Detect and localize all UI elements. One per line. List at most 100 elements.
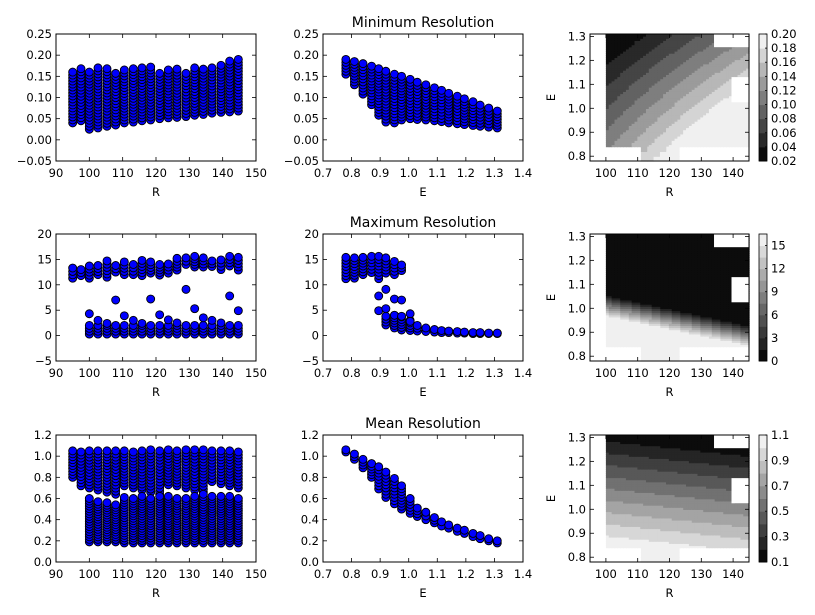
y-tick-label: 5 (45, 303, 52, 317)
data-point (341, 252, 351, 262)
data-point (128, 315, 138, 325)
x-axis-label: R (152, 385, 160, 399)
x-tick-label: 1.1 (428, 366, 446, 380)
data-point (84, 309, 94, 319)
data-point (190, 320, 200, 330)
data-point (381, 66, 391, 76)
data-point (172, 253, 182, 263)
data-point (76, 265, 86, 275)
data-point (137, 318, 147, 328)
x-tick-label: 130 (690, 166, 712, 180)
y-axis-label: E (544, 94, 558, 101)
data-point (111, 295, 121, 305)
x-tick-label: 1.0 (400, 166, 418, 180)
data-point (389, 310, 399, 320)
x-axis-label: R (152, 185, 160, 199)
data-point (172, 64, 182, 74)
data-point (341, 54, 351, 64)
y-tick-label: 0.20 (293, 48, 319, 62)
data-point (492, 328, 502, 338)
data-point (225, 251, 235, 261)
contour-cell (640, 146, 648, 153)
x-axis-label: R (666, 185, 674, 199)
data-point (111, 320, 121, 330)
y-tick-label: 0.25 (26, 27, 52, 41)
data-point (405, 309, 415, 319)
contour-cell (666, 151, 674, 157)
colorbar-band (759, 146, 767, 162)
x-tick-label: 130 (178, 166, 200, 180)
y-tick-label: 0.05 (293, 112, 319, 126)
y-tick-label: 0.20 (26, 48, 52, 62)
colorbar-band (759, 34, 767, 49)
data-point (163, 65, 173, 75)
data-point (397, 295, 407, 305)
data-point (198, 64, 208, 74)
data-point (381, 284, 391, 294)
x-tick-label: 150 (245, 366, 267, 380)
data-point (119, 311, 129, 321)
contour-cell (666, 146, 674, 153)
data-point (146, 257, 156, 267)
data-point (233, 252, 243, 262)
colorbar-tick-label: 0.08 (771, 112, 797, 126)
data-point (181, 284, 191, 294)
contour-cell (653, 151, 661, 157)
y-tick-label: 0.8 (568, 149, 586, 163)
x-tick-label: 0.9 (371, 366, 389, 380)
data-point (381, 304, 391, 314)
colorbar-band (759, 118, 767, 134)
data-point (93, 63, 103, 73)
data-point (155, 68, 165, 78)
colorbar-tick-label: 0.02 (771, 154, 797, 168)
y-tick-label: 20 (37, 227, 52, 241)
y-tick-label: 1.0 (568, 101, 586, 115)
y-tick-label: −0.05 (284, 154, 319, 168)
data-point (216, 255, 226, 265)
x-tick-label: 130 (178, 366, 200, 380)
data-point (421, 323, 431, 333)
points-group (341, 251, 502, 339)
data-point (358, 252, 368, 262)
data-point (405, 316, 415, 326)
y-tick-label: 0.15 (26, 69, 52, 83)
x-tick-label: 100 (595, 166, 617, 180)
data-point (102, 318, 112, 328)
data-point (84, 261, 94, 271)
colorbar-band (759, 132, 767, 148)
data-point (381, 311, 391, 321)
data-point (492, 106, 502, 116)
x-tick-label: 100 (78, 366, 100, 380)
chart-title: Minimum Resolution (352, 15, 494, 31)
data-point (225, 56, 235, 66)
y-tick-label: 15 (37, 252, 52, 266)
data-point (233, 320, 243, 330)
y-tick-label: 0.05 (26, 112, 52, 126)
chart-title: Maximum Resolution (350, 215, 497, 231)
data-point (111, 68, 121, 78)
data-point (225, 320, 235, 330)
y-tick-label: 0.25 (293, 27, 319, 41)
y-tick-label: 0.9 (568, 125, 586, 139)
x-tick-label: 1.4 (514, 366, 532, 380)
y-tick-label: 0.00 (26, 133, 52, 147)
y-tick-label: −0.05 (17, 154, 52, 168)
colorbar-band (759, 90, 767, 106)
colorbar-tick-label: 0.04 (771, 140, 797, 154)
x-tick-label: 120 (659, 166, 681, 180)
contour-cell (659, 151, 667, 157)
data-point (459, 327, 469, 337)
chart-min-contour: 100 110 120 130 1400.80.91.01.11.21.3RE0.020… (544, 27, 797, 199)
y-tick-label: 0.10 (293, 91, 319, 105)
data-point (381, 253, 391, 263)
colorbar-band (759, 48, 767, 63)
chart-max-contour: 100 110 120 130 1400.80.91.01.11.21.3RE03691… (544, 229, 786, 399)
contour-cell (647, 151, 655, 157)
colorbar-tick-label: 0.14 (771, 69, 797, 83)
data-point (146, 320, 156, 330)
data-point (163, 259, 173, 269)
colorbar-tick-label: 0.20 (771, 27, 797, 41)
x-tick-label: 0.8 (342, 366, 360, 380)
y-tick-label: 5 (312, 303, 319, 317)
